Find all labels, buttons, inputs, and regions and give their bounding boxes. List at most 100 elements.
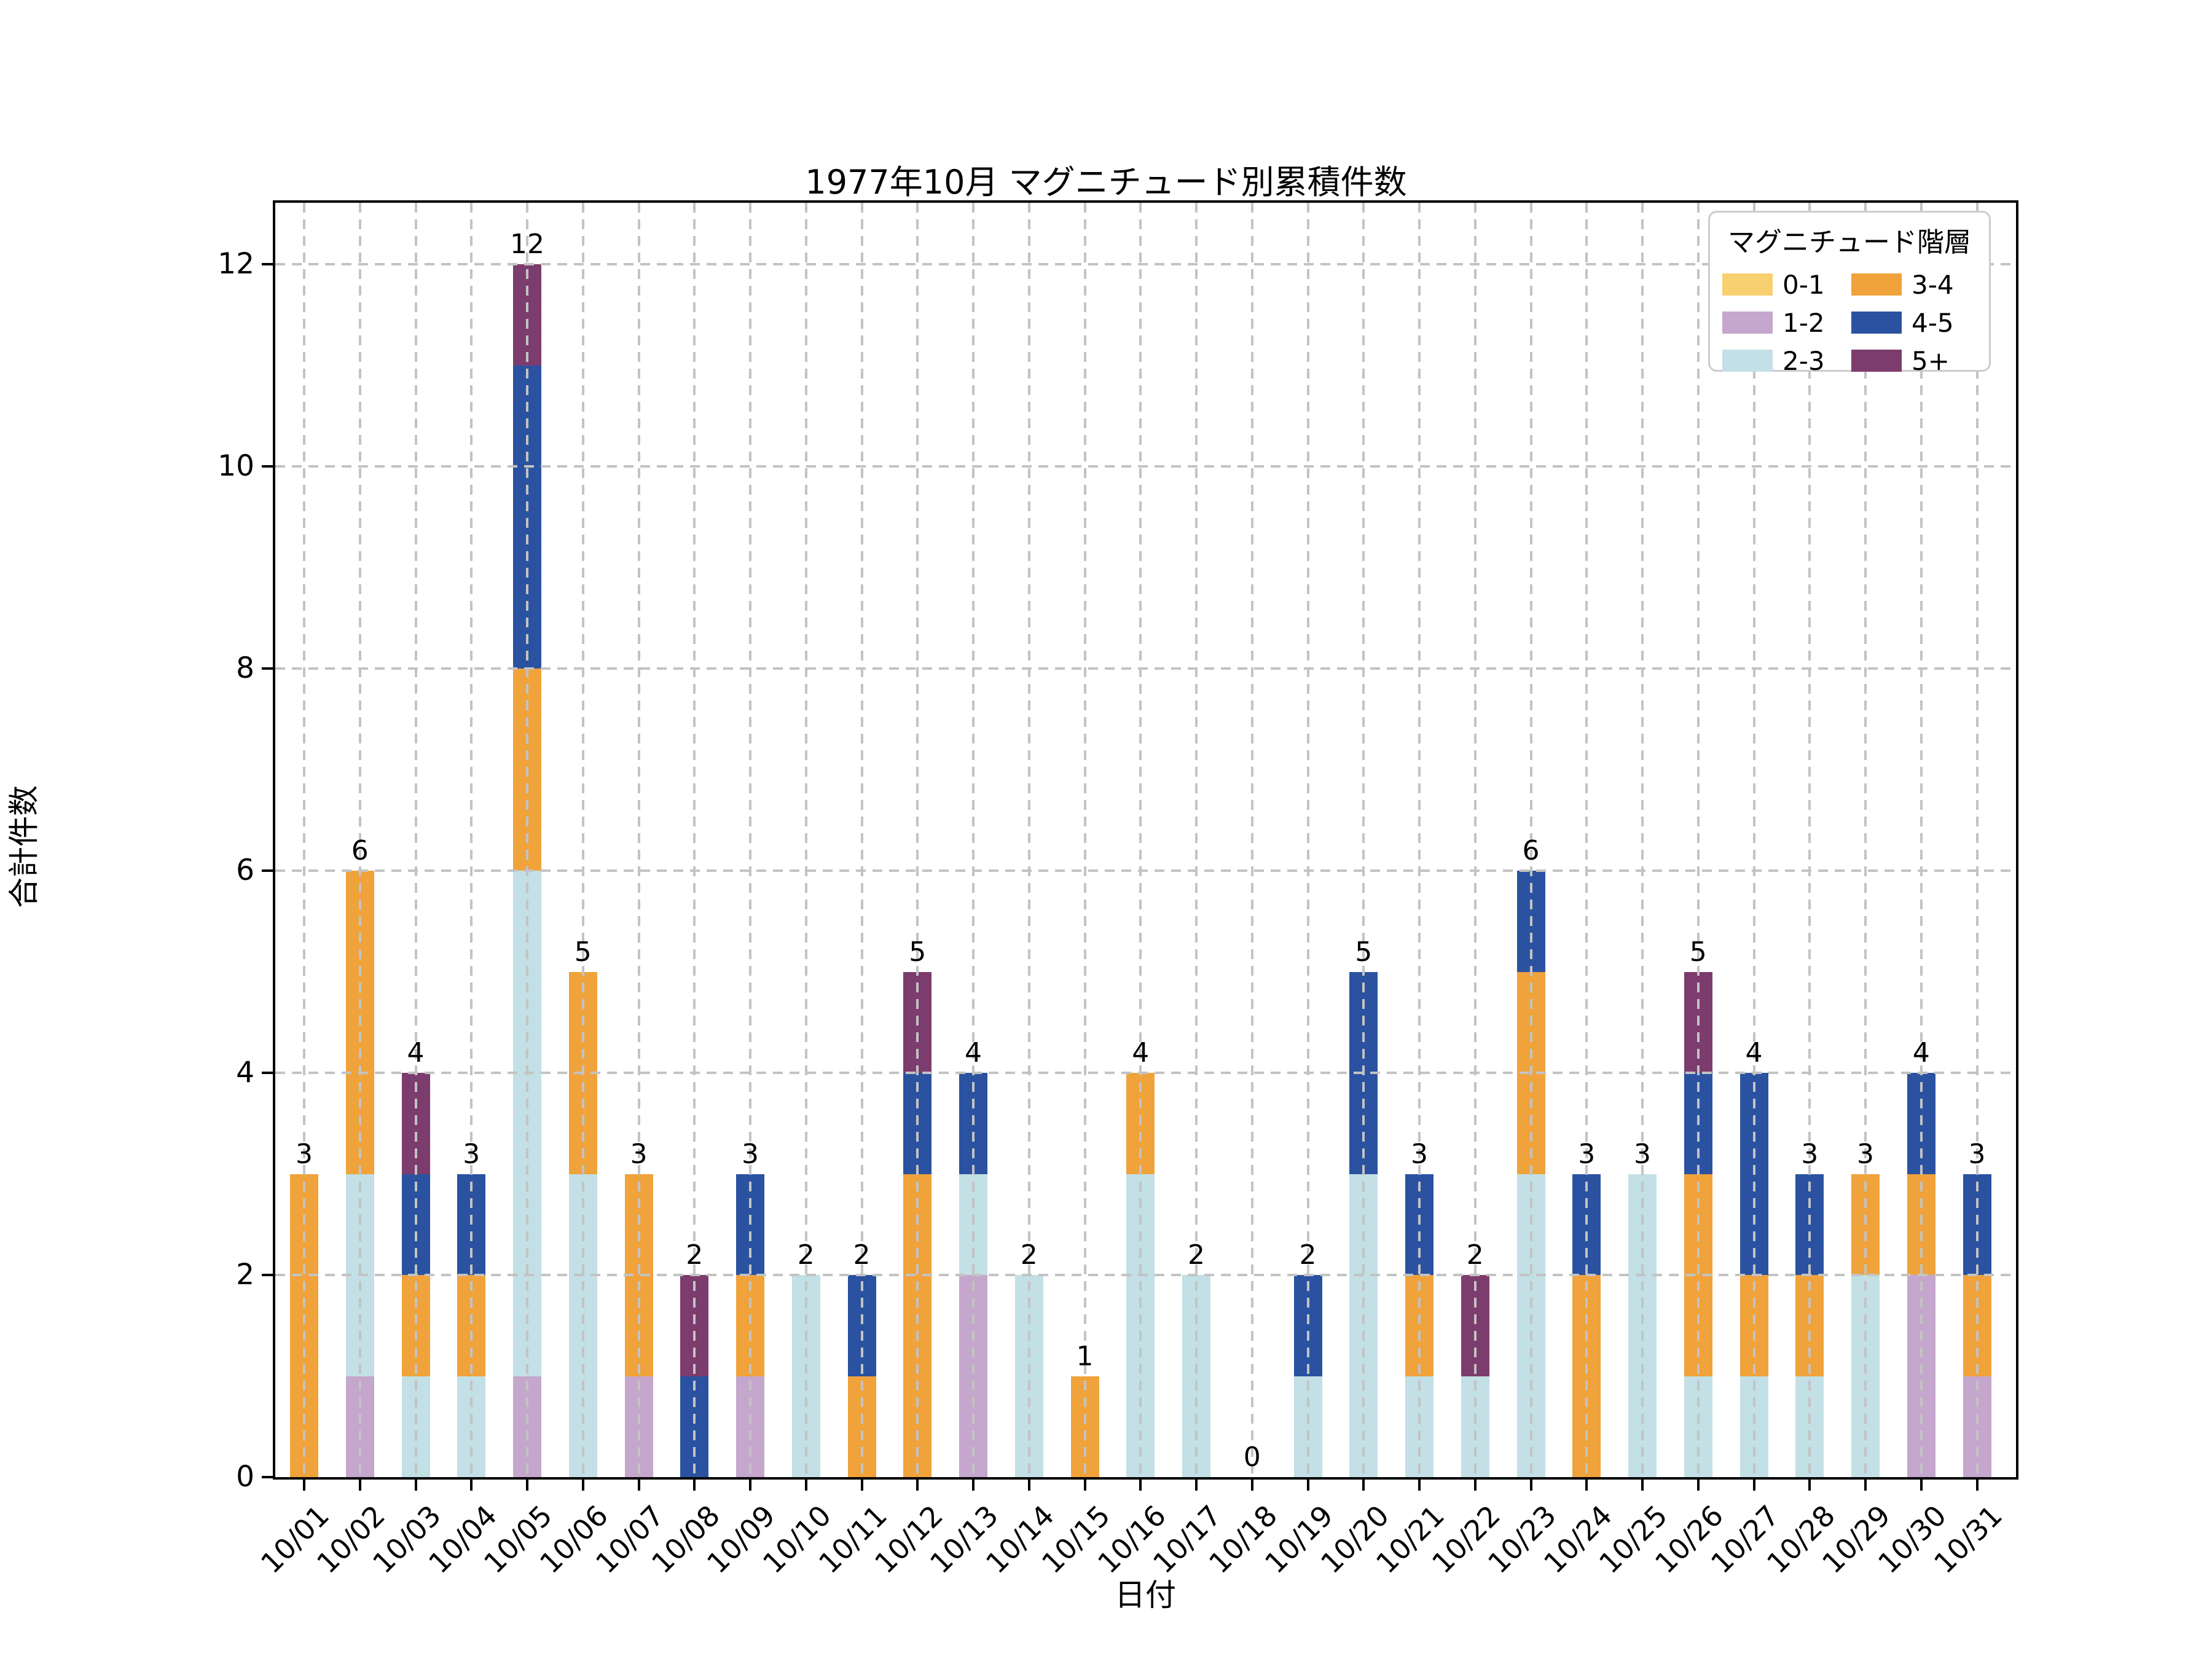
grid-vline: [1585, 203, 1588, 1477]
grid-vline: [972, 203, 975, 1477]
x-tick: [414, 1480, 417, 1491]
x-tick: [1975, 1480, 1979, 1491]
bar-total-label: 2: [1466, 1239, 1484, 1271]
x-tick: [303, 1480, 305, 1491]
x-tick: [1139, 1480, 1142, 1491]
legend-swatch: [1851, 350, 1902, 372]
legend-swatch: [1722, 273, 1773, 296]
bar-total-label: 3: [1801, 1138, 1819, 1170]
x-tick: [637, 1480, 640, 1491]
grid-vline: [1139, 203, 1142, 1477]
legend-item-label: 2-3: [1783, 345, 1825, 376]
bar-total-label: 12: [510, 229, 544, 260]
x-tick: [749, 1480, 751, 1491]
grid-vline: [1752, 203, 1755, 1477]
bar-total-label: 4: [407, 1037, 425, 1069]
legend-swatch: [1851, 273, 1902, 296]
bar-total-label: 3: [630, 1138, 648, 1170]
y-tick: [262, 869, 273, 872]
y-axis-label: 合計件数: [6, 785, 42, 908]
bar-total-label: 2: [797, 1239, 815, 1271]
bar-total-label: 3: [1634, 1138, 1651, 1170]
bar-total-label: 0: [1243, 1441, 1261, 1473]
bar-total-label: 5: [1355, 936, 1373, 968]
y-tick: [262, 1476, 273, 1478]
grid-vline: [581, 203, 584, 1477]
bar-total-label: 6: [1522, 835, 1540, 866]
grid-vline: [303, 203, 305, 1477]
x-tick: [972, 1480, 975, 1491]
plot-area: 3 6 4 3 12 5 3 2 3 2 2 5 4 2 1 4 2 0 2 5 3 2 6 3 3 5 4 3 3 4 3: [273, 200, 2018, 1480]
bar-total-label: 3: [463, 1138, 480, 1170]
grid-vline: [1473, 203, 1477, 1477]
bar-total-label: 4: [1745, 1037, 1763, 1069]
grid-vline: [1975, 203, 1979, 1477]
bar-total-label: 5: [909, 936, 927, 968]
grid-hline: [275, 465, 2016, 468]
x-tick: [1250, 1480, 1253, 1491]
grid-vline: [1306, 203, 1309, 1477]
y-tick: [262, 667, 273, 670]
legend-item-label: 5+: [1912, 345, 1950, 376]
bar-total-label: 3: [1578, 1138, 1596, 1170]
bar-total-label: 1: [1076, 1340, 1094, 1372]
bar-total-label: 3: [742, 1138, 759, 1170]
y-tick-label: 12: [218, 247, 254, 281]
bar-total-label: 2: [1020, 1239, 1038, 1271]
legend-item: 5+: [1851, 342, 1980, 380]
x-tick: [916, 1480, 919, 1491]
grid-vline: [1920, 203, 1923, 1477]
y-tick-label: 0: [236, 1460, 254, 1494]
legend-swatch: [1722, 350, 1773, 372]
x-tick: [1418, 1480, 1421, 1491]
grid-vline: [1083, 203, 1086, 1477]
bar-total-label: 5: [1689, 936, 1707, 968]
x-tick: [1752, 1480, 1755, 1491]
bar-total-label: 5: [574, 936, 592, 968]
grid-hline: [275, 1274, 2016, 1276]
bar-total-label: 6: [351, 835, 369, 866]
legend-title: マグニチュード階層: [1728, 227, 1971, 258]
grid-vline: [526, 203, 528, 1477]
x-tick: [1529, 1480, 1532, 1491]
x-tick: [1864, 1480, 1867, 1491]
y-tick: [262, 263, 273, 265]
x-tick: [1027, 1480, 1030, 1491]
legend-item: 2-3: [1722, 342, 1851, 380]
grid-vline: [749, 203, 751, 1477]
x-tick: [1195, 1480, 1198, 1491]
grid-hline: [275, 869, 2016, 872]
x-tick: [358, 1480, 361, 1491]
y-tick: [262, 465, 273, 468]
x-tick: [1696, 1480, 1700, 1491]
grid-vline: [804, 203, 807, 1477]
bar-total-label: 3: [296, 1138, 313, 1170]
bar-total-label: 4: [1132, 1037, 1150, 1069]
x-tick: [860, 1480, 863, 1491]
bar-total-label: 4: [965, 1037, 982, 1069]
grid-hline: [275, 667, 2016, 670]
bar-total-label: 2: [1188, 1239, 1205, 1271]
grid-vline: [1250, 203, 1253, 1477]
grid-vline: [1808, 203, 1811, 1477]
chart-title: 1977年10月 マグニチュード別累積件数: [805, 163, 1407, 202]
x-tick: [1585, 1480, 1588, 1491]
legend-item: 1-2: [1722, 304, 1851, 342]
x-axis-label: 日付: [1115, 1577, 1176, 1613]
x-tick: [1083, 1480, 1086, 1491]
y-tick-label: 10: [218, 449, 254, 483]
legend-item-label: 0-1: [1783, 269, 1825, 300]
bar-total-label: 3: [1857, 1138, 1874, 1170]
x-tick: [1473, 1480, 1477, 1491]
legend: マグニチュード階層 0-1 1-2 2-3 3-4 4-5 5+: [1708, 211, 1991, 376]
x-tick: [1920, 1480, 1923, 1491]
grid-vline: [1418, 203, 1421, 1477]
legend-item-label: 1-2: [1783, 307, 1825, 338]
x-tick: [470, 1480, 473, 1491]
legend-swatch: [1722, 312, 1773, 334]
grid-hline: [275, 263, 2016, 265]
bar-total-label: 3: [1411, 1138, 1428, 1170]
grid-vline: [414, 203, 417, 1477]
bar-total-label: 2: [853, 1239, 871, 1271]
